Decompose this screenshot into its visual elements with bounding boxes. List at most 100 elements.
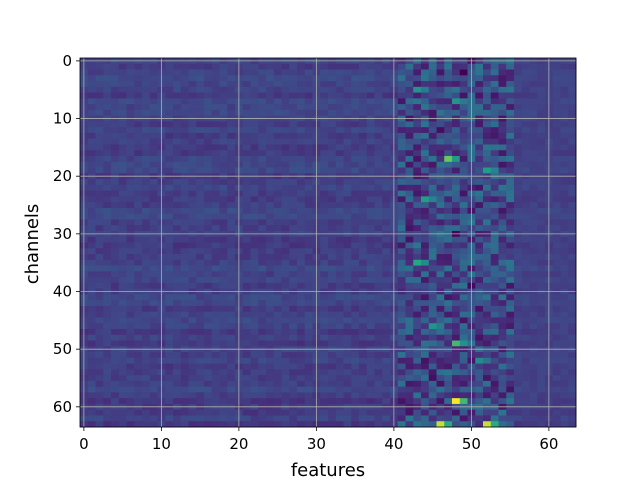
heatmap-cell	[273, 311, 282, 318]
heatmap-cell	[149, 225, 158, 232]
heatmap-cell	[405, 415, 414, 422]
heatmap-cell	[320, 317, 329, 324]
heatmap-cell	[242, 179, 251, 186]
heatmap-cell	[219, 294, 228, 301]
heatmap-cell	[506, 334, 515, 341]
heatmap-cell	[498, 236, 507, 243]
heatmap-cell	[421, 271, 430, 278]
heatmap-cell	[95, 161, 104, 168]
heatmap-cell	[242, 380, 251, 388]
heatmap-cell	[219, 421, 228, 428]
heatmap-cell	[180, 265, 189, 272]
heatmap-cell	[126, 282, 135, 290]
heatmap-cell	[436, 219, 445, 226]
heatmap-cell	[397, 277, 406, 284]
heatmap-cell	[165, 305, 174, 313]
heatmap-cell	[281, 184, 290, 192]
heatmap-cell	[149, 282, 158, 290]
heatmap-cell	[134, 92, 143, 99]
heatmap-cell	[366, 202, 375, 209]
heatmap-cell	[343, 415, 352, 422]
heatmap-cell	[250, 219, 259, 226]
heatmap-cell	[281, 277, 290, 284]
heatmap-cell	[359, 415, 368, 422]
heatmap-cell	[273, 207, 282, 215]
heatmap-cell	[95, 398, 104, 405]
heatmap-cell	[165, 409, 174, 416]
heatmap-cell	[413, 421, 422, 428]
heatmap-cell	[421, 300, 430, 307]
heatmap-cell	[111, 259, 120, 266]
heatmap-cell	[459, 248, 468, 255]
heatmap-cell	[219, 132, 228, 140]
heatmap-cell	[459, 375, 468, 382]
heatmap-cell	[552, 254, 561, 261]
heatmap-cell	[328, 92, 337, 99]
heatmap-cell	[514, 132, 523, 140]
heatmap-cell	[397, 282, 406, 290]
heatmap-cell	[111, 421, 120, 428]
heatmap-cell	[436, 300, 445, 307]
heatmap-cell	[87, 104, 96, 111]
heatmap-cell	[498, 380, 507, 388]
heatmap-cell	[444, 184, 453, 192]
heatmap-cell	[459, 150, 468, 157]
heatmap-cell	[335, 282, 344, 290]
heatmap-cell	[320, 225, 329, 232]
heatmap-cell	[204, 352, 213, 359]
heatmap-cell	[173, 75, 182, 82]
heatmap-cell	[95, 86, 104, 93]
heatmap-cell	[304, 282, 313, 290]
heatmap-cell	[374, 92, 383, 99]
heatmap-cell	[149, 150, 158, 157]
heatmap-cell	[111, 311, 120, 318]
heatmap-cell	[297, 254, 306, 261]
heatmap-cell	[180, 421, 189, 428]
heatmap-cell	[521, 213, 530, 220]
heatmap-cell	[521, 138, 530, 145]
heatmap-cell	[173, 386, 182, 393]
heatmap-cell	[118, 150, 127, 157]
heatmap-cell	[227, 392, 236, 399]
heatmap-cell	[452, 300, 461, 307]
heatmap-cell	[459, 213, 468, 220]
heatmap-cell	[335, 294, 344, 301]
heatmap-cell	[126, 242, 135, 249]
heatmap-cell	[552, 369, 561, 376]
heatmap-cell	[560, 132, 569, 140]
heatmap-cell	[413, 386, 422, 393]
heatmap-cell	[459, 219, 468, 226]
heatmap-cell	[568, 357, 577, 364]
heatmap-cell	[320, 69, 329, 76]
heatmap-cell	[173, 317, 182, 324]
heatmap-cell	[304, 386, 313, 393]
heatmap-cell	[304, 219, 313, 226]
heatmap-cell	[405, 271, 414, 278]
heatmap-cell	[266, 369, 275, 376]
heatmap-cell	[219, 409, 228, 416]
heatmap-cell	[328, 340, 337, 347]
heatmap-cell	[351, 375, 360, 382]
heatmap-cell	[428, 150, 437, 157]
heatmap-cell	[165, 179, 174, 186]
heatmap-cell	[188, 328, 197, 336]
heatmap-cell	[428, 219, 437, 226]
heatmap-cell	[436, 334, 445, 341]
heatmap-cell	[382, 132, 391, 140]
heatmap-cell	[529, 190, 538, 197]
heatmap-cell	[211, 415, 220, 422]
heatmap-cell	[351, 69, 360, 76]
heatmap-cell	[149, 144, 158, 151]
heatmap-cell	[304, 184, 313, 192]
heatmap-cell	[297, 415, 306, 422]
heatmap-cell	[165, 138, 174, 145]
heatmap-cell	[374, 104, 383, 111]
heatmap-cell	[204, 109, 213, 117]
heatmap-cell	[529, 86, 538, 93]
heatmap-cell	[134, 121, 143, 128]
heatmap-cell	[428, 311, 437, 318]
heatmap-cell	[266, 265, 275, 272]
heatmap-cell	[343, 282, 352, 290]
heatmap-cell	[211, 334, 220, 341]
heatmap-cell	[250, 375, 259, 382]
